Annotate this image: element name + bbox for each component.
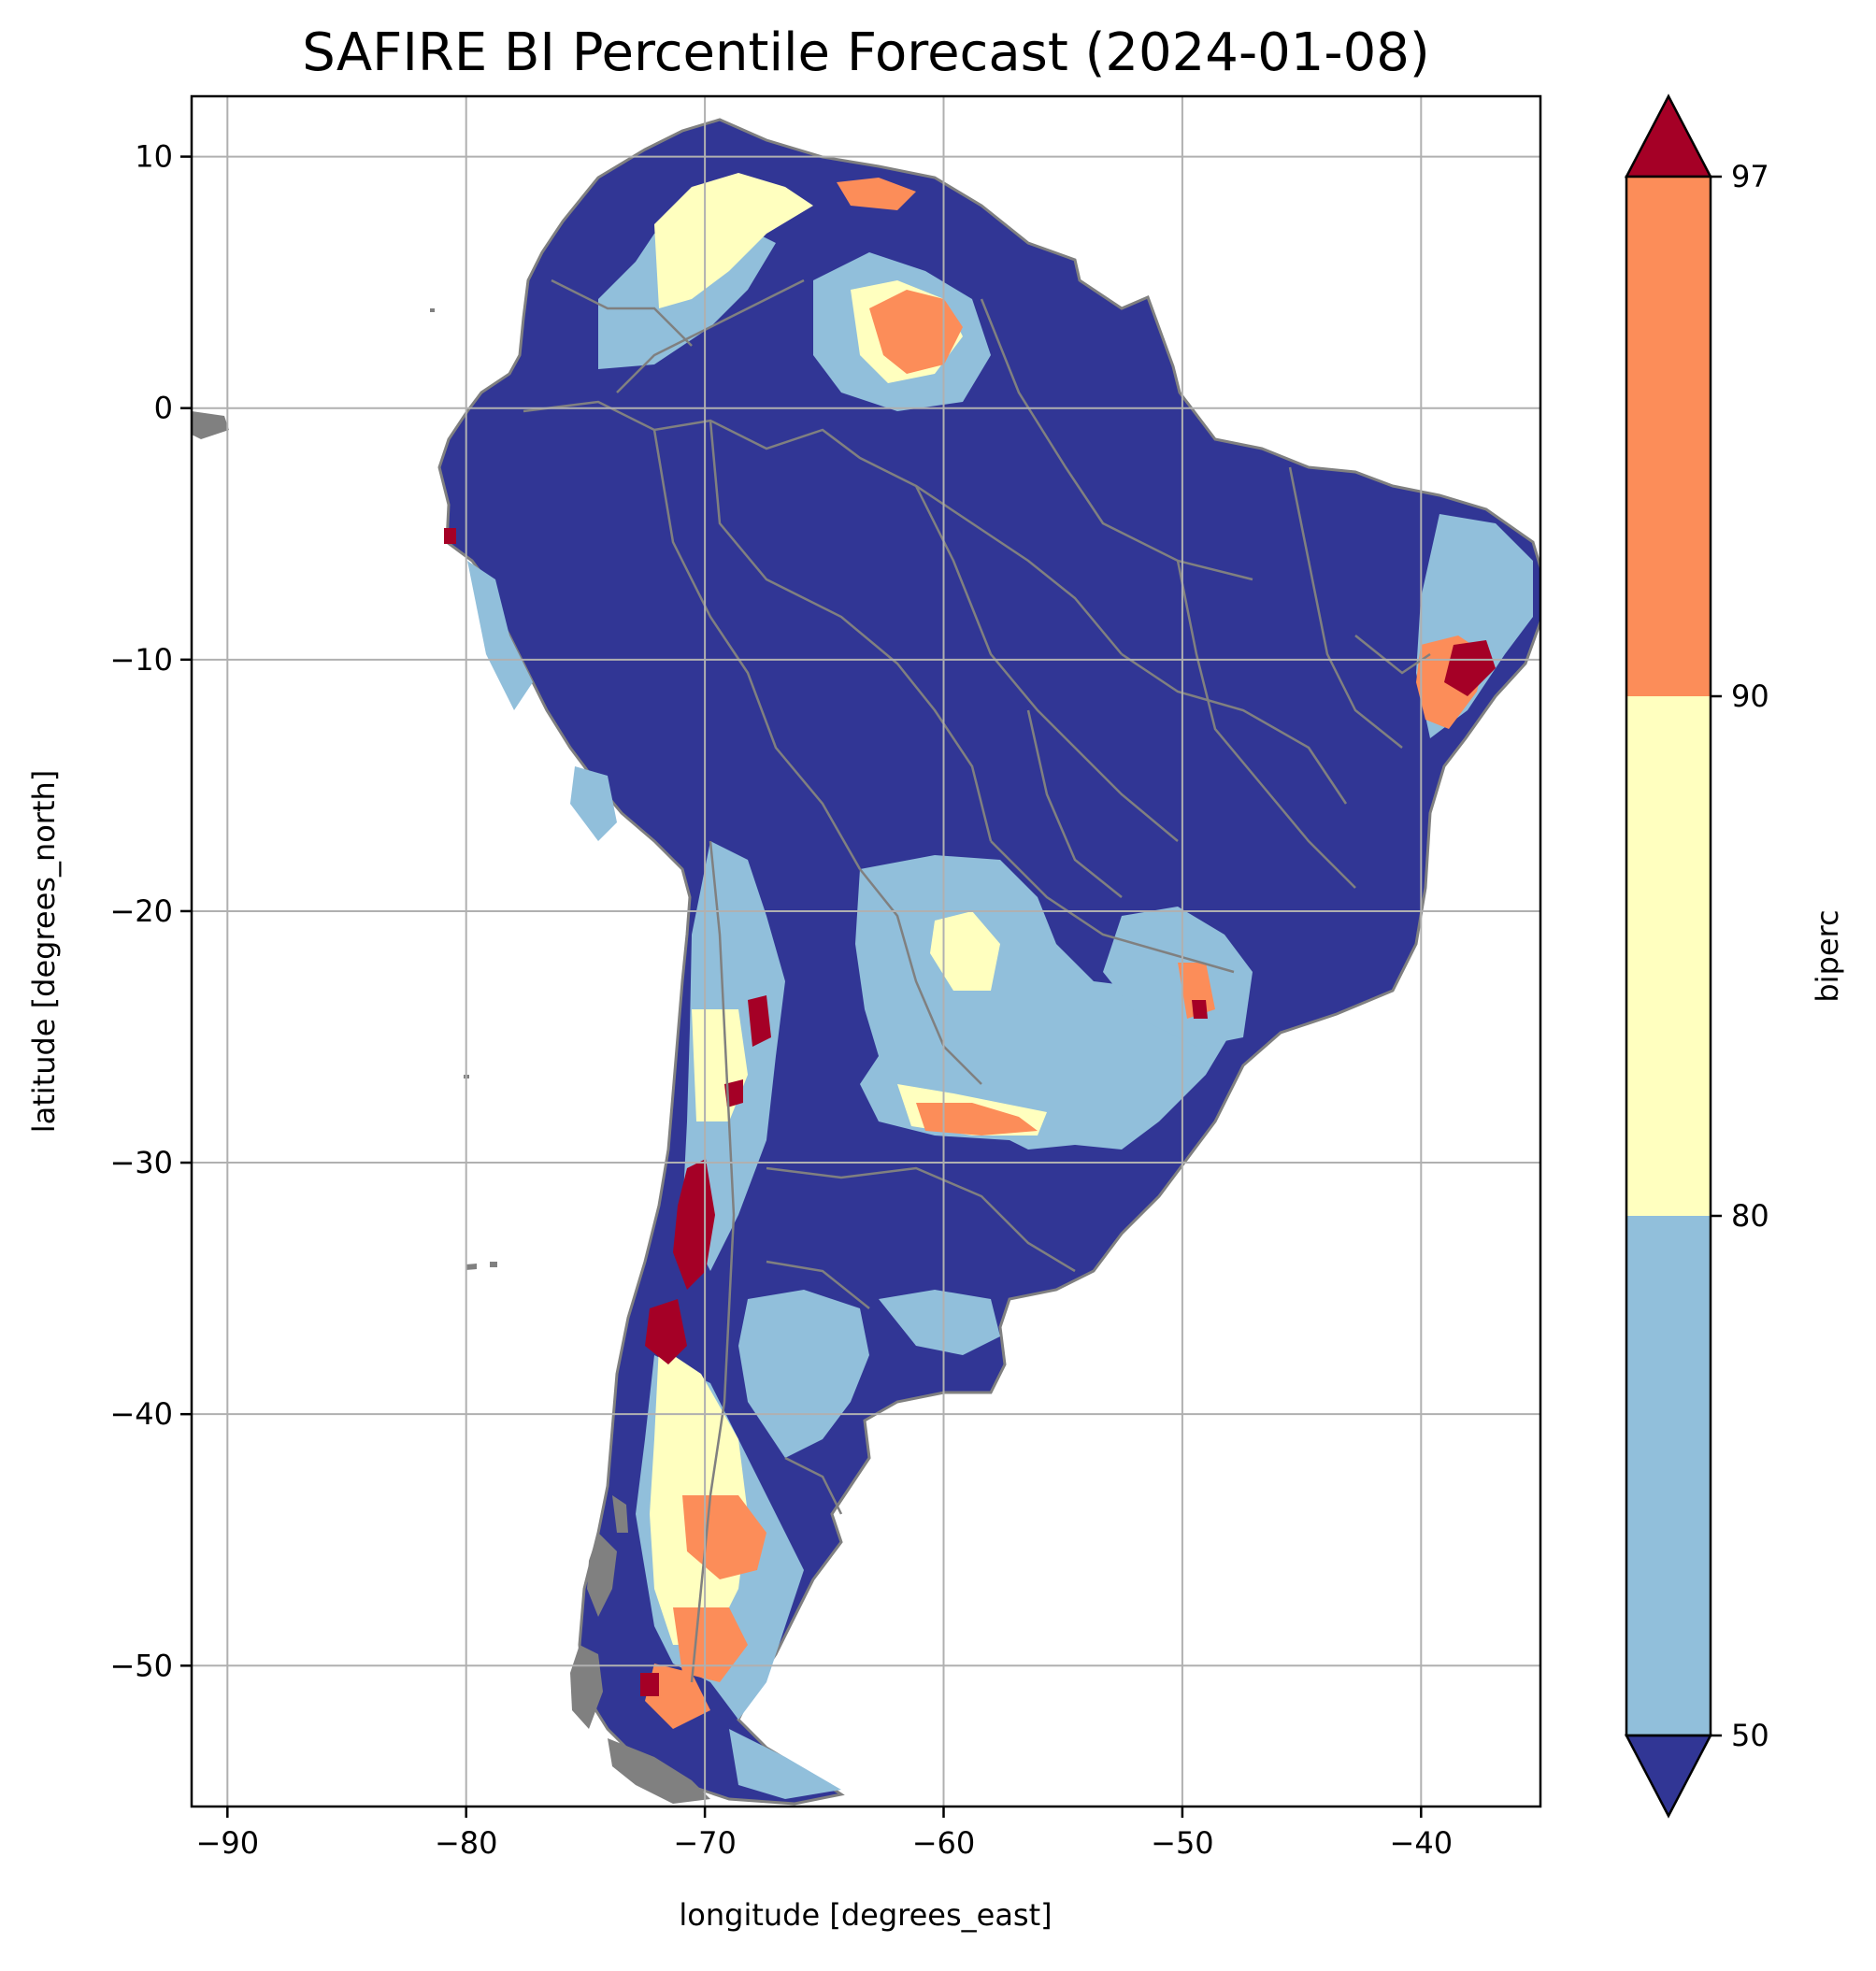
colorbar-tick-97: 97 — [1731, 159, 1769, 194]
y-tick-label: −20 — [109, 893, 173, 929]
percentile-field — [192, 118, 1540, 1806]
y-tick-label: 0 — [154, 391, 173, 426]
y-tick-label: 10 — [135, 139, 173, 175]
colorbar-band-80-90 — [1626, 696, 1711, 1216]
x-axis-ticks: −90 −80 −70 −60 −50 −40 — [196, 1807, 1454, 1861]
x-axis-label: longitude [degrees_east] — [679, 1897, 1052, 1933]
colorbar-tick-50: 50 — [1731, 1718, 1769, 1753]
map-frame — [190, 94, 1542, 1808]
y-axis-ticks: 10 0 −10 −20 −30 −40 −50 — [109, 139, 192, 1683]
x-tick-label: −80 — [435, 1825, 498, 1861]
colorbar-tick-80: 80 — [1731, 1198, 1769, 1234]
x-tick-label: −70 — [673, 1825, 737, 1861]
colorbar-label: biperc — [1810, 909, 1845, 1002]
colorbar-extend-bottom — [1624, 1734, 1713, 1819]
y-tick-label: −50 — [109, 1648, 173, 1683]
colorbar-band-50-80 — [1626, 1216, 1711, 1735]
x-tick-label: −90 — [196, 1825, 260, 1861]
x-tick-label: −50 — [1151, 1825, 1214, 1861]
colorbar-frame — [1625, 175, 1712, 1737]
y-tick-label: −30 — [109, 1145, 173, 1180]
map-title: SAFIRE BI Percentile Forecast (2024-01-0… — [302, 22, 1430, 83]
country-borders — [523, 279, 1431, 1683]
y-tick-label: −40 — [109, 1396, 173, 1432]
colorbar-band-90-97 — [1626, 177, 1711, 696]
y-axis-label: latitude [degrees_north] — [26, 770, 62, 1134]
map-gridlines — [192, 96, 1540, 1807]
colorbar-tick-90: 90 — [1731, 678, 1769, 714]
y-tick-label: −10 — [109, 642, 173, 678]
x-tick-label: −60 — [912, 1825, 976, 1861]
southern-islands — [192, 308, 710, 1804]
colorbar: 97 90 80 50 biperc — [1624, 93, 1845, 1819]
colorbar-extend-top — [1624, 93, 1713, 179]
colorbar-ticks — [1711, 175, 1722, 1737]
x-tick-label: −40 — [1390, 1825, 1454, 1861]
